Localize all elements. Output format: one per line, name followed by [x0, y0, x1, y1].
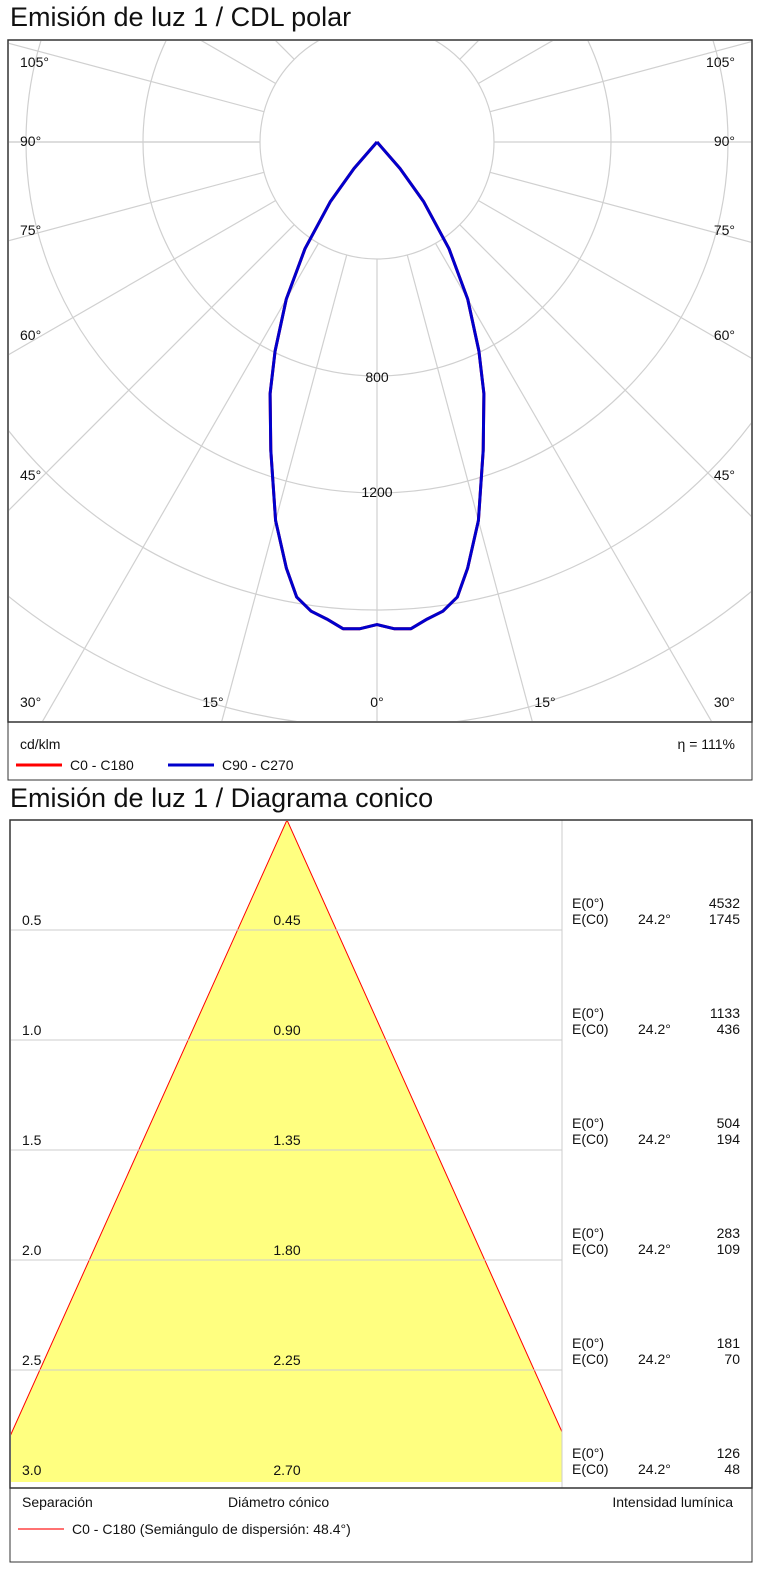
polar-spoke — [434, 243, 712, 721]
e0-label: E(0°) — [572, 1225, 604, 1241]
ec0-value: 194 — [717, 1131, 741, 1147]
polar-spoke — [9, 171, 265, 242]
ec0-angle: 24.2° — [638, 1351, 671, 1367]
ec0-label: E(C0) — [572, 1461, 609, 1477]
unit-label: cd/klm — [20, 736, 60, 752]
angle-label-right: 105° — [706, 54, 735, 70]
separacion-value: 1.0 — [22, 1022, 42, 1038]
polar-spoke — [9, 42, 265, 113]
angle-label-right: 90° — [714, 133, 735, 149]
polar-spoke — [275, 41, 295, 60]
polar-spoke — [9, 199, 276, 356]
legend-c90-label: C90 - C270 — [222, 757, 294, 773]
angle-label-right: 45° — [714, 467, 735, 483]
polar-spoke — [221, 254, 348, 721]
cone-title: Emisión de luz 1 / Diagrama conico — [10, 783, 434, 813]
cone-shape — [11, 821, 562, 1482]
bottom-angle-label: 15° — [534, 694, 555, 710]
polar-curve-c90-c270 — [268, 141, 486, 631]
ec0-angle: 24.2° — [638, 1021, 671, 1037]
cone-legend-label: C0 - C180 (Semiángulo de dispersión: 48.… — [72, 1521, 351, 1537]
diametro-value: 1.35 — [273, 1132, 300, 1148]
polar-spoke — [66, 0, 346, 29]
ring-label: 800 — [365, 369, 389, 385]
polar-spoke — [200, 41, 276, 85]
e0-label: E(0°) — [572, 1005, 604, 1021]
angle-label-left: 60° — [20, 327, 41, 343]
e0-value: 126 — [717, 1445, 741, 1461]
angle-label-right: 30° — [714, 694, 735, 710]
e0-label: E(0°) — [572, 1335, 604, 1351]
angle-label-left: 75° — [20, 222, 41, 238]
e0-value: 283 — [717, 1225, 741, 1241]
bottom-angle-label: 0° — [370, 694, 383, 710]
polar-title: Emisión de luz 1 / CDL polar — [10, 2, 352, 32]
diametro-value: 2.70 — [273, 1462, 300, 1478]
diametro-value: 2.25 — [273, 1352, 300, 1368]
separacion-value: 2.5 — [22, 1352, 42, 1368]
e0-value: 504 — [717, 1115, 741, 1131]
footer-diametro: Diámetro cónico — [228, 1494, 329, 1510]
polar-spoke — [406, 254, 533, 721]
polar-spoke — [436, 0, 764, 41]
polar-spoke — [42, 243, 320, 721]
angle-label-left: 105° — [20, 54, 49, 70]
ec0-angle: 24.2° — [638, 1241, 671, 1257]
polar-spoke — [478, 199, 751, 359]
ec0-label: E(C0) — [572, 1241, 609, 1257]
ec0-angle: 24.2° — [638, 1461, 671, 1477]
ec0-label: E(C0) — [572, 1131, 609, 1147]
angle-label-left: 90° — [20, 133, 41, 149]
diametro-value: 0.90 — [273, 1022, 300, 1038]
e0-label: E(0°) — [572, 895, 604, 911]
polar-spoke — [407, 0, 687, 29]
ec0-label: E(C0) — [572, 911, 609, 927]
diametro-value: 0.45 — [273, 912, 300, 928]
e0-value: 4532 — [709, 895, 740, 911]
separacion-value: 3.0 — [22, 1462, 42, 1478]
polar-ring — [9, 422, 751, 611]
footer-separacion: Separación — [22, 1494, 93, 1510]
efficiency-label: η = 111% — [678, 736, 735, 752]
polar-spoke — [9, 224, 295, 511]
polar-spoke — [489, 41, 751, 113]
separacion-value: 2.0 — [22, 1242, 42, 1258]
angle-label-left: 30° — [20, 694, 41, 710]
ec0-value: 1745 — [709, 911, 740, 927]
ec0-value: 436 — [717, 1021, 741, 1037]
bottom-angle-label: 15° — [202, 694, 223, 710]
diametro-value: 1.80 — [273, 1242, 300, 1258]
ec0-label: E(C0) — [572, 1021, 609, 1037]
e0-label: E(0°) — [572, 1115, 604, 1131]
angle-label-right: 75° — [714, 222, 735, 238]
e0-value: 181 — [717, 1335, 741, 1351]
ec0-angle: 24.2° — [638, 1131, 671, 1147]
angle-label-left: 45° — [20, 467, 41, 483]
separacion-value: 0.5 — [22, 912, 42, 928]
ec0-value: 70 — [724, 1351, 740, 1367]
footer-intensidad: Intensidad lumínica — [612, 1494, 733, 1510]
ec0-value: 109 — [717, 1241, 741, 1257]
angle-label-right: 60° — [714, 327, 735, 343]
separacion-value: 1.5 — [22, 1132, 42, 1148]
legend-c0-label: C0 - C180 — [70, 757, 134, 773]
polar-spoke — [0, 0, 319, 41]
polar-spoke — [489, 171, 751, 243]
ec0-label: E(C0) — [572, 1351, 609, 1367]
e0-label: E(0°) — [572, 1445, 604, 1461]
e0-value: 1133 — [710, 1005, 740, 1021]
ec0-angle: 24.2° — [638, 911, 671, 927]
polar-spoke — [459, 224, 751, 517]
ring-label: 1200 — [361, 484, 392, 500]
ec0-value: 48 — [724, 1461, 740, 1477]
